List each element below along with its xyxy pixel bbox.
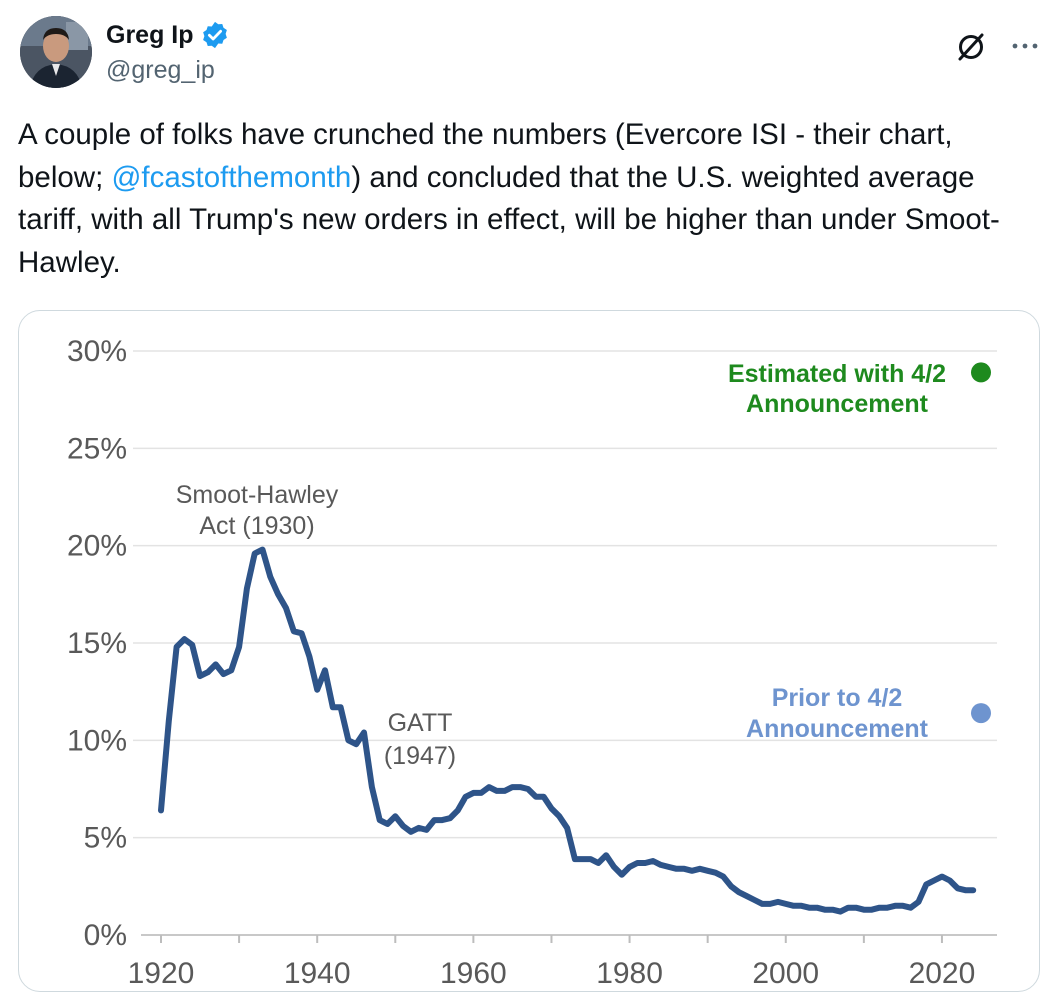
tariff-chart: 0% 5% 10% 15% 20% 25% 30% 1920 1940 1960 1980 2000 2… [67, 335, 997, 990]
avatar[interactable] [20, 16, 92, 88]
author-name[interactable]: Greg Ip [106, 20, 194, 49]
tweet-text-part2: ) and concluded that the U.S. weighted a… [18, 160, 1000, 279]
y-tick-label: 0% [84, 919, 127, 952]
tweet-text: A couple of folks have crunched the numb… [18, 114, 1028, 284]
author-row: Greg Ip [106, 20, 230, 50]
label-estimated-line1: Estimated with 4/2 [728, 360, 946, 388]
x-tick-label: 2000 [752, 957, 819, 990]
annotation-gatt-line1: GATT [388, 709, 453, 737]
label-prior-line1: Prior to 4/2 [772, 684, 903, 712]
grok-icon[interactable] [954, 30, 988, 64]
author-handle[interactable]: @greg_ip [106, 56, 215, 84]
tweet-text-part1: A couple of folks have crunched the numb… [18, 118, 953, 194]
label-estimated-line2: Announcement [746, 390, 929, 418]
mention-link[interactable]: @fcastofthemonth [111, 160, 352, 194]
y-tick-label: 10% [67, 724, 127, 757]
annotation-gatt-line2: (1947) [384, 742, 456, 770]
x-tick-label: 1960 [440, 957, 507, 990]
label-prior-line2: Announcement [746, 715, 929, 743]
x-tick-label: 1940 [284, 957, 351, 990]
y-tick-label: 20% [67, 530, 127, 563]
chart-image[interactable]: 0% 5% 10% 15% 20% 25% 30% 1920 1940 1960 1980 2000 2… [18, 310, 1040, 992]
x-tick-label: 1920 [128, 957, 195, 990]
point-estimated [971, 362, 991, 383]
series-line [158, 546, 977, 915]
annotation-smoot-hawley-line1: Smoot-Hawley [176, 481, 339, 509]
y-tick-label: 5% [84, 822, 127, 855]
annotation-smoot-hawley-line2: Act (1930) [199, 512, 314, 540]
verified-badge-icon [200, 20, 230, 50]
y-tick-label: 15% [67, 627, 127, 660]
more-icon[interactable] [1008, 34, 1042, 58]
point-prior [971, 703, 991, 724]
tweet-header: Greg Ip @greg_ip [18, 16, 1038, 92]
y-tick-label: 30% [67, 335, 127, 368]
x-tick-label: 1980 [596, 957, 663, 990]
y-tick-label: 25% [67, 432, 127, 465]
x-tick-label: 2020 [909, 957, 976, 990]
